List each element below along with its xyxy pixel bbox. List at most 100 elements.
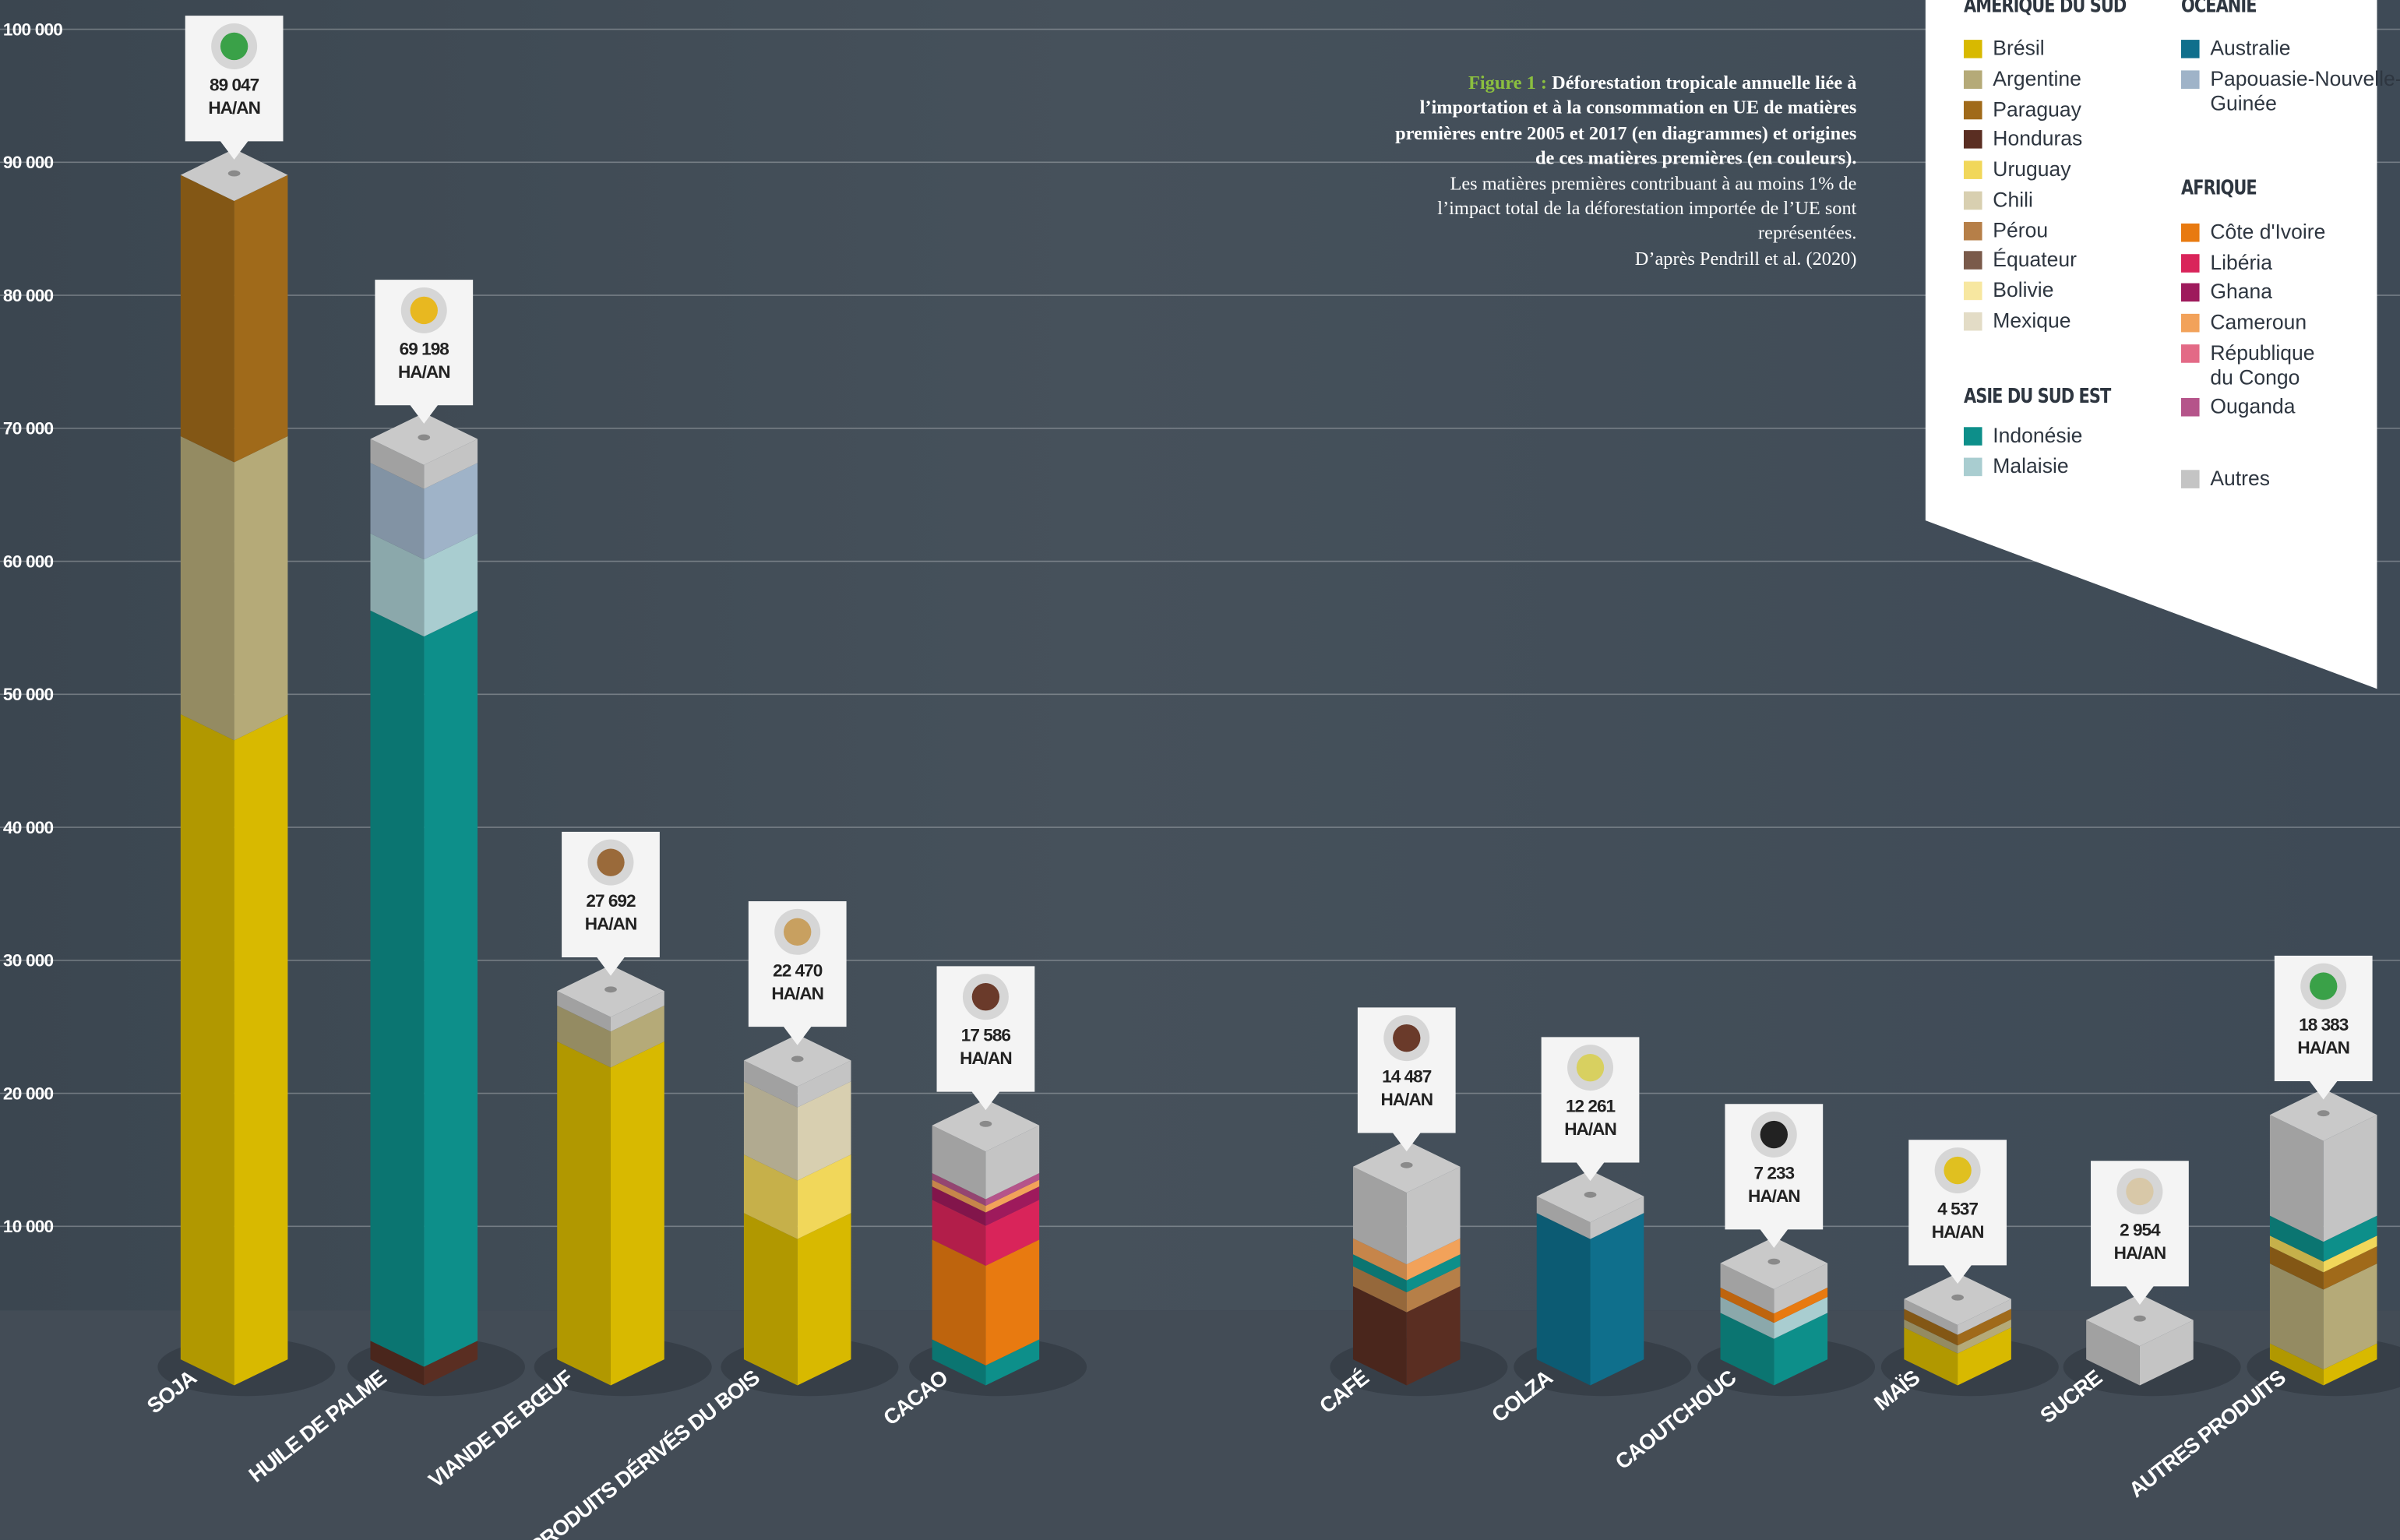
cap-dot	[2317, 1110, 2330, 1116]
total-label: 2 954	[2120, 1221, 2161, 1240]
unit-label: HA/AN	[1932, 1222, 1984, 1242]
y-tick-label: 80 000	[3, 286, 54, 305]
legend-swatch	[2181, 344, 2200, 363]
icon-symbol	[597, 848, 624, 876]
legend-label: Pérou	[1993, 219, 2191, 243]
callout: 69 198 HA/AN	[375, 280, 473, 424]
y-tick-label: 70 000	[3, 419, 54, 439]
legend-label: Malaisie	[1993, 455, 2191, 479]
total-label: 89 047	[210, 75, 259, 94]
legend-label: Cameroun	[2210, 311, 2400, 335]
legend-label: Libéria	[2210, 251, 2400, 275]
legend-swatch	[2181, 314, 2200, 333]
total-label: 14 487	[1382, 1067, 1432, 1087]
y-tick-label: 90 000	[3, 153, 54, 172]
total-label: 18 383	[2299, 1015, 2349, 1034]
legend-swatch	[1964, 192, 1982, 210]
legend-label: Papouasie-Nouvelle-Guinée	[2210, 67, 2400, 116]
legend-swatch	[1964, 222, 1982, 241]
legend-swatch	[1964, 312, 1982, 331]
page: 10 000 20 000 30 000 40 000 50 000 60 000 70 0…	[0, 0, 2400, 1540]
cap-dot	[418, 435, 430, 441]
bar-face-left	[181, 436, 234, 740]
callout: 7 233 HA/AN	[1725, 1104, 1823, 1248]
legend-group-title: ASIE DU SUD EST	[1964, 386, 2110, 408]
icon-symbol	[1393, 1024, 1420, 1052]
bar-face-right	[234, 175, 288, 463]
total-label: 22 470	[773, 960, 823, 980]
bar-segment	[181, 175, 288, 463]
unit-label: HA/AN	[771, 984, 823, 1003]
icon-symbol	[2310, 972, 2337, 999]
caption: Figure 1 : Déforestation tropicale annue…	[1385, 70, 1856, 271]
y-tick-label: 20 000	[3, 1084, 54, 1103]
cap-dot	[228, 171, 241, 177]
icon-symbol	[220, 33, 248, 60]
legend-label: Australie	[2210, 37, 2400, 61]
unit-label: HA/AN	[398, 362, 450, 382]
legend-swatch	[1964, 160, 1982, 179]
unit-label: HA/AN	[1748, 1186, 1800, 1206]
legend-label: Équateur	[1993, 248, 2191, 272]
unit-label: HA/AN	[2114, 1243, 2166, 1263]
unit-label: HA/AN	[208, 98, 260, 118]
legend-group-title: AFRIQUE	[2181, 178, 2257, 200]
legend-swatch	[2181, 284, 2200, 302]
bar-face-right	[798, 1213, 851, 1385]
bar-face-right	[611, 1041, 664, 1386]
legend-swatch	[1964, 70, 1982, 89]
chart-subtitle: Les matières premières contribuant à au …	[1437, 172, 1856, 244]
callout: 17 586 HA/AN	[937, 966, 1035, 1110]
total-label: 7 233	[1754, 1164, 1795, 1183]
y-tick-label: 30 000	[3, 951, 54, 971]
callout: 89 047 HA/AN	[185, 16, 284, 160]
unit-label: HA/AN	[1564, 1119, 1616, 1139]
icon-symbol	[1760, 1121, 1788, 1148]
legend-swatch	[2181, 224, 2200, 242]
total-label: 4 537	[1937, 1200, 1978, 1219]
bar-segment	[557, 1041, 664, 1386]
legend-swatch	[1964, 282, 1982, 301]
y-tick-label: 40 000	[3, 818, 54, 837]
icon-symbol	[784, 918, 811, 946]
y-tick-label: 50 000	[3, 685, 54, 704]
y-tick-label: 100 000	[3, 19, 62, 39]
unit-label: HA/AN	[960, 1048, 1012, 1068]
bar-face-left	[1537, 1213, 1591, 1385]
y-tick-label: 60 000	[3, 552, 54, 571]
icon-symbol	[1944, 1157, 1971, 1184]
legend-swatch	[1964, 458, 1982, 477]
y-tick-label: 10 000	[3, 1217, 54, 1236]
cap-dot	[1401, 1162, 1413, 1168]
legend-label: Argentine	[1993, 67, 2191, 91]
legend-label: Brésil	[1993, 37, 2191, 61]
source: D’après Pendrill et al. (2020)	[1635, 248, 1857, 270]
legend-label: Côte d'Ivoire	[2210, 220, 2400, 245]
cap-dot	[980, 1121, 992, 1127]
total-label: 69 198	[400, 339, 449, 358]
icon-symbol	[1577, 1054, 1604, 1081]
legend-swatch	[1964, 251, 1982, 270]
total-label: 12 261	[1566, 1097, 1616, 1116]
icon-symbol	[2126, 1178, 2153, 1205]
legend-label: Ghana	[2210, 280, 2400, 305]
total-label: 17 586	[961, 1026, 1011, 1045]
bar-segment	[181, 436, 288, 740]
legend-label: Indonésie	[1993, 424, 2191, 448]
legend-label: Ouganda	[2210, 395, 2400, 419]
bar-face-left	[557, 1041, 611, 1386]
legend-swatch	[2181, 254, 2200, 273]
cap-dot	[2134, 1316, 2146, 1322]
cap-dot	[1767, 1259, 1780, 1265]
legend-swatch	[1964, 427, 1982, 446]
cap-dot	[1951, 1295, 1964, 1301]
callout: 12 261 HA/AN	[1542, 1037, 1640, 1181]
legend-swatch	[2181, 470, 2200, 488]
cap-dot	[1584, 1192, 1597, 1198]
legend-group-title: OCÉANIE	[2181, 0, 2257, 19]
legend-swatch	[1964, 40, 1982, 58]
legend-label: Honduras	[1993, 127, 2191, 151]
callout: 18 383HA/AN	[2275, 956, 2373, 1100]
callout: 2 954 HA/AN	[2091, 1161, 2189, 1305]
